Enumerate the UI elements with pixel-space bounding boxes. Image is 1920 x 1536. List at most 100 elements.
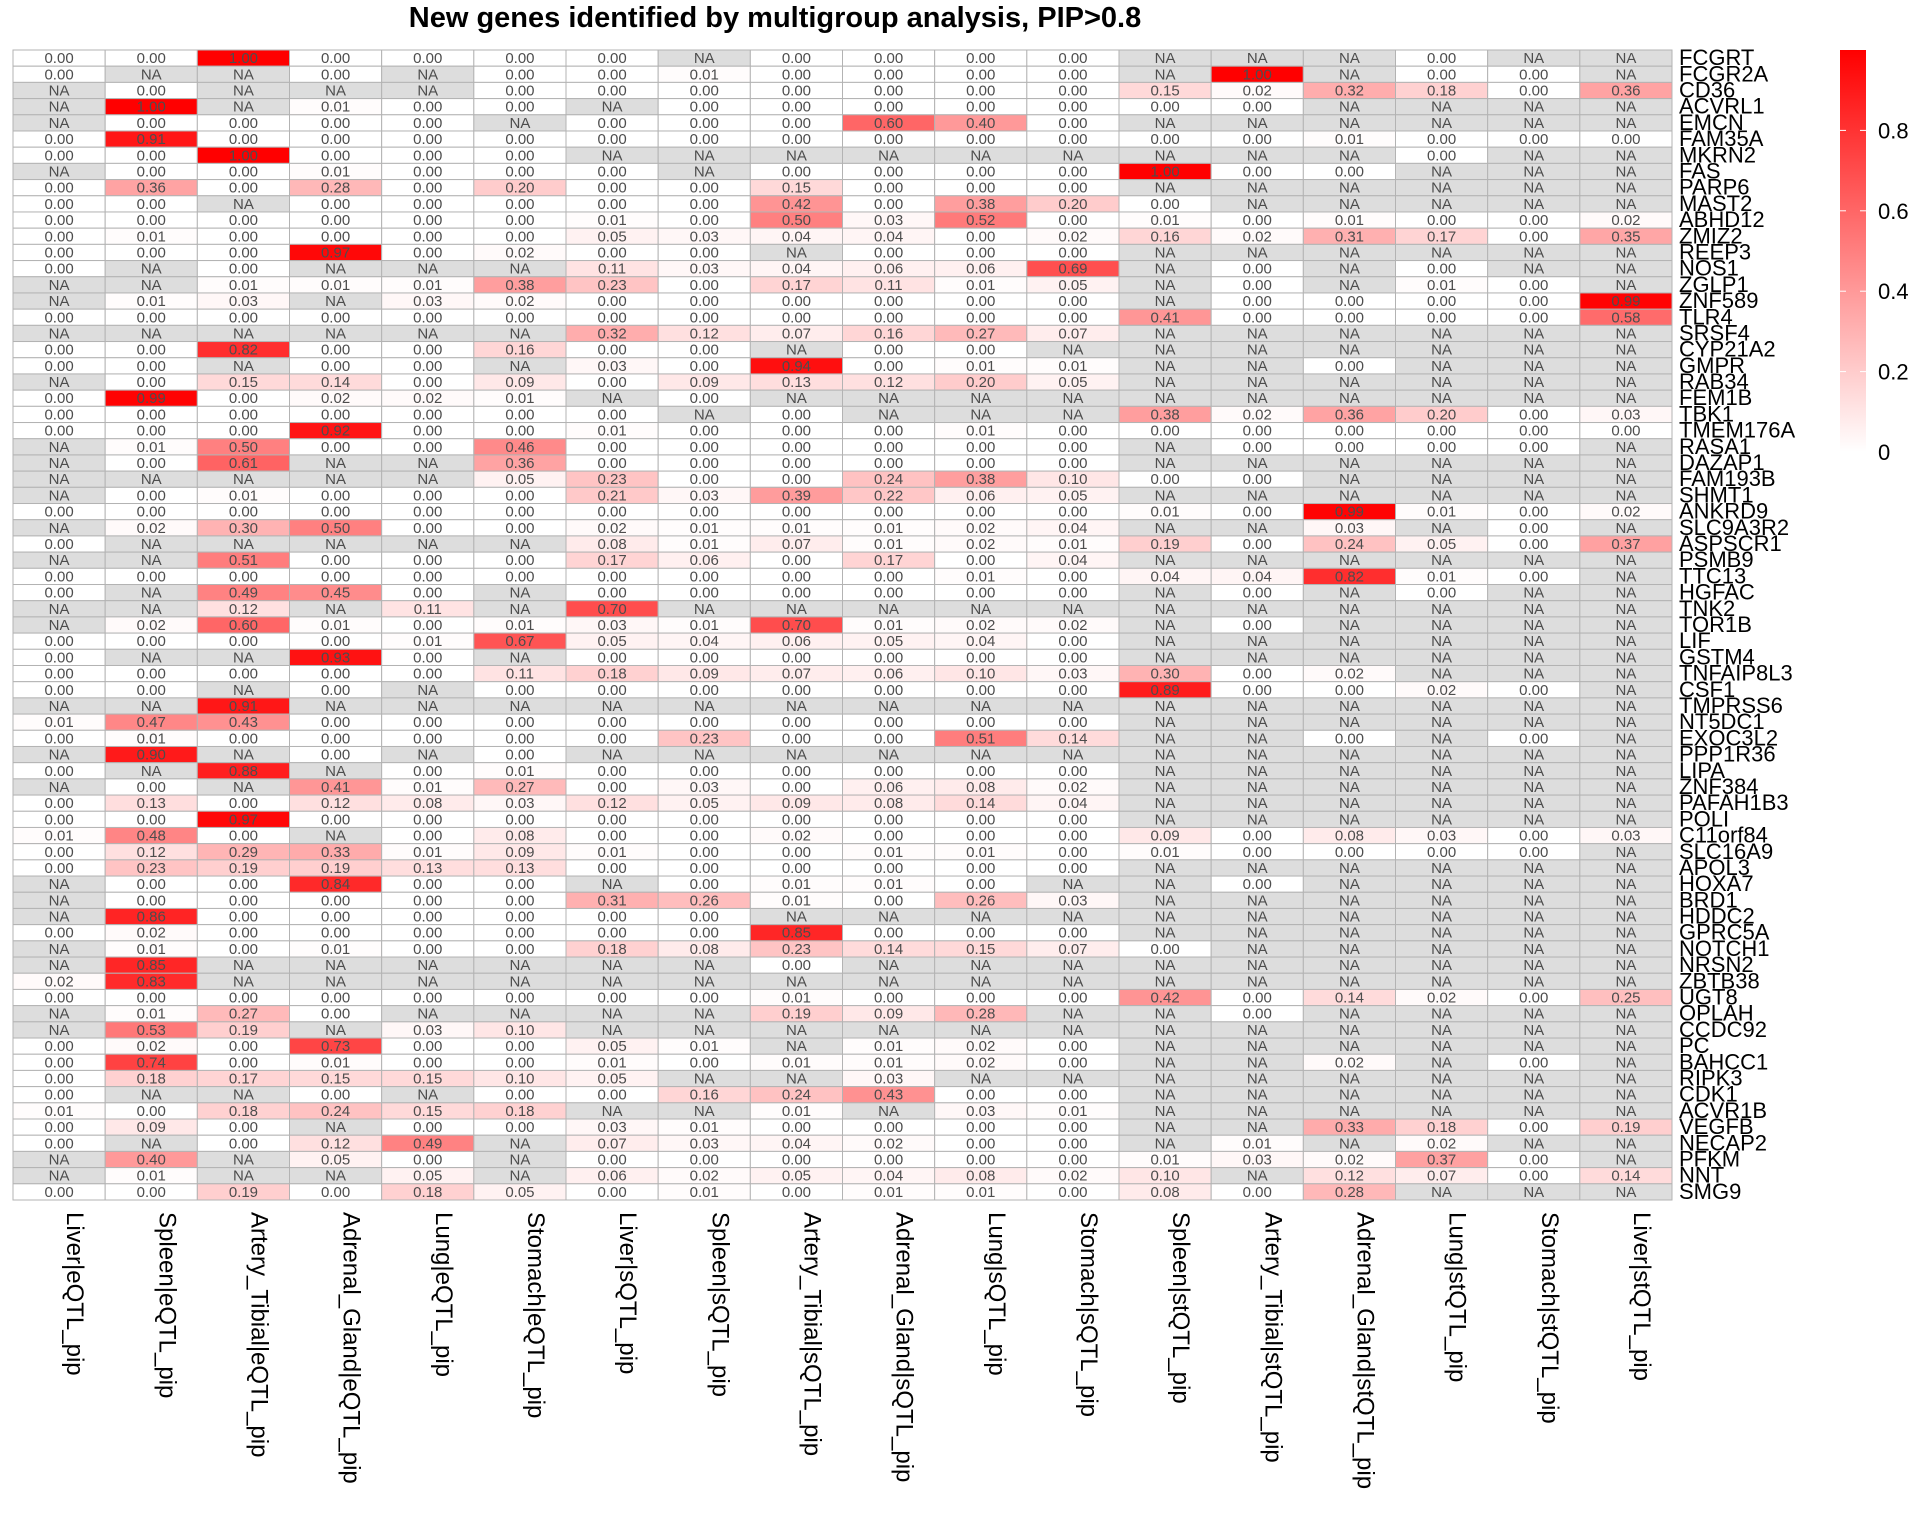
cell-value-label: 0.00	[874, 196, 903, 213]
cell-value-label: 0.00	[1335, 358, 1364, 375]
cell-value-label: NA	[417, 455, 438, 472]
cell-value-label: NA	[786, 747, 807, 764]
cell-value-label: 0.23	[597, 277, 626, 294]
cell-value-label: 0.00	[874, 423, 903, 440]
cell-value-label: 0.03	[1243, 1152, 1272, 1169]
cell-value-label: 0.02	[966, 520, 995, 537]
cell-value-label: NA	[1339, 973, 1360, 990]
cell-value-label: 0.00	[966, 131, 995, 148]
cell-value-label: NA	[1155, 261, 1176, 278]
cell-value-label: 0.02	[1335, 1152, 1364, 1169]
cell-value-label: 0.00	[874, 811, 903, 828]
cell-value-label: NA	[1339, 1006, 1360, 1023]
cell-value-label: 0.00	[874, 892, 903, 909]
cell-value-label: NA	[1431, 455, 1452, 472]
cell-value-label: NA	[141, 585, 162, 602]
cell-value-label: 0.00	[413, 115, 442, 132]
cell-value-label: NA	[1431, 617, 1452, 634]
cell-value-label: 0.00	[44, 342, 73, 359]
row-label: SMG9	[1679, 1179, 1741, 1204]
cell-value-label: 0.00	[782, 455, 811, 472]
cell-value-label: 0.01	[690, 1119, 719, 1136]
cell-value-label: NA	[1615, 1071, 1636, 1088]
cell-value-label: 0.00	[1243, 277, 1272, 294]
cell-value-label: 0.23	[137, 860, 166, 877]
cell-value-label: NA	[49, 99, 70, 116]
cell-value-label: 0.00	[1519, 1168, 1548, 1185]
cell-value-label: NA	[878, 957, 899, 974]
cell-value-label: 0.00	[505, 520, 534, 537]
cell-value-label: NA	[1615, 747, 1636, 764]
cell-value-label: NA	[1615, 115, 1636, 132]
cell-value-label: 0.03	[597, 358, 626, 375]
cell-value-label: NA	[1247, 649, 1268, 666]
cell-value-label: 0.00	[44, 844, 73, 861]
cell-value-label: 0.00	[782, 730, 811, 747]
cell-value-label: NA	[1615, 520, 1636, 537]
cell-value-label: 0.01	[1243, 1135, 1272, 1152]
cell-value-label: NA	[1523, 714, 1544, 731]
cell-value-label: 0.00	[44, 390, 73, 407]
cell-value-label: 0.00	[137, 212, 166, 229]
cell-value-label: 0.00	[44, 261, 73, 278]
cell-value-label: NA	[970, 957, 991, 974]
cell-value-label: 0.14	[321, 374, 350, 391]
cell-value-label: NA	[325, 261, 346, 278]
cell-value-label: 0.50	[229, 439, 258, 456]
cell-value-label: 0.01	[597, 844, 626, 861]
cell-value-label: 0.00	[413, 504, 442, 521]
cell-value-label: 0.00	[597, 730, 626, 747]
cell-value-label: 0.06	[874, 261, 903, 278]
cell-value-label: 0.00	[229, 163, 258, 180]
cell-value-label: 0.18	[597, 666, 626, 683]
cell-value-label: NA	[49, 487, 70, 504]
cell-value-label: NA	[694, 1022, 715, 1039]
cell-value-label: 0.00	[597, 163, 626, 180]
cell-value-label: 0.01	[966, 277, 995, 294]
cell-value-label: 0.00	[505, 50, 534, 67]
cell-value-label: 0.00	[1058, 1184, 1087, 1201]
cell-value-label: 0.00	[505, 1087, 534, 1104]
cell-value-label: NA	[417, 82, 438, 99]
cell-value-label: 0.00	[137, 487, 166, 504]
cell-value-label: NA	[694, 1006, 715, 1023]
cell-value-label: NA	[1339, 147, 1360, 164]
cell-value-label: 0.00	[874, 358, 903, 375]
legend-tick-label: 0	[1878, 440, 1890, 465]
cell-value-label: 0.00	[782, 439, 811, 456]
cell-value-label: NA	[1523, 487, 1544, 504]
cell-value-label: NA	[49, 617, 70, 634]
cell-value-label: 0.00	[137, 990, 166, 1007]
cell-value-label: NA	[1615, 1054, 1636, 1071]
cell-value-label: NA	[1155, 1071, 1176, 1088]
cell-value-label: 0.02	[966, 617, 995, 634]
cell-value-label: NA	[1431, 892, 1452, 909]
cell-value-label: 0.52	[966, 212, 995, 229]
cell-value-label: 0.00	[413, 941, 442, 958]
cell-value-label: 0.00	[229, 244, 258, 261]
cell-value-label: NA	[1155, 50, 1176, 67]
cell-value-label: NA	[325, 1022, 346, 1039]
cell-value-label: 0.09	[690, 374, 719, 391]
cell-value-label: NA	[1523, 649, 1544, 666]
cell-value-label: 0.00	[413, 811, 442, 828]
cell-value-label: 0.03	[229, 293, 258, 310]
cell-value-label: 0.41	[321, 779, 350, 796]
cell-value-label: NA	[141, 1135, 162, 1152]
cell-value-label: 0.00	[1058, 115, 1087, 132]
cell-value-label: 0.02	[874, 1135, 903, 1152]
cell-value-label: 0.12	[137, 844, 166, 861]
cell-value-label: NA	[1615, 844, 1636, 861]
cell-value-label: NA	[786, 601, 807, 618]
cell-value-label: 0.00	[44, 1119, 73, 1136]
cell-value-label: 0.00	[1150, 131, 1179, 148]
cell-value-label: NA	[1339, 1038, 1360, 1055]
cell-value-label: 0.00	[321, 1087, 350, 1104]
cell-value-label: 0.01	[1427, 504, 1456, 521]
cell-value-label: 0.36	[1611, 82, 1640, 99]
cell-value-label: NA	[1247, 892, 1268, 909]
cell-value-label: NA	[786, 973, 807, 990]
cell-value-label: 0.00	[597, 244, 626, 261]
cell-value-label: NA	[1523, 552, 1544, 569]
cell-value-label: NA	[509, 585, 530, 602]
